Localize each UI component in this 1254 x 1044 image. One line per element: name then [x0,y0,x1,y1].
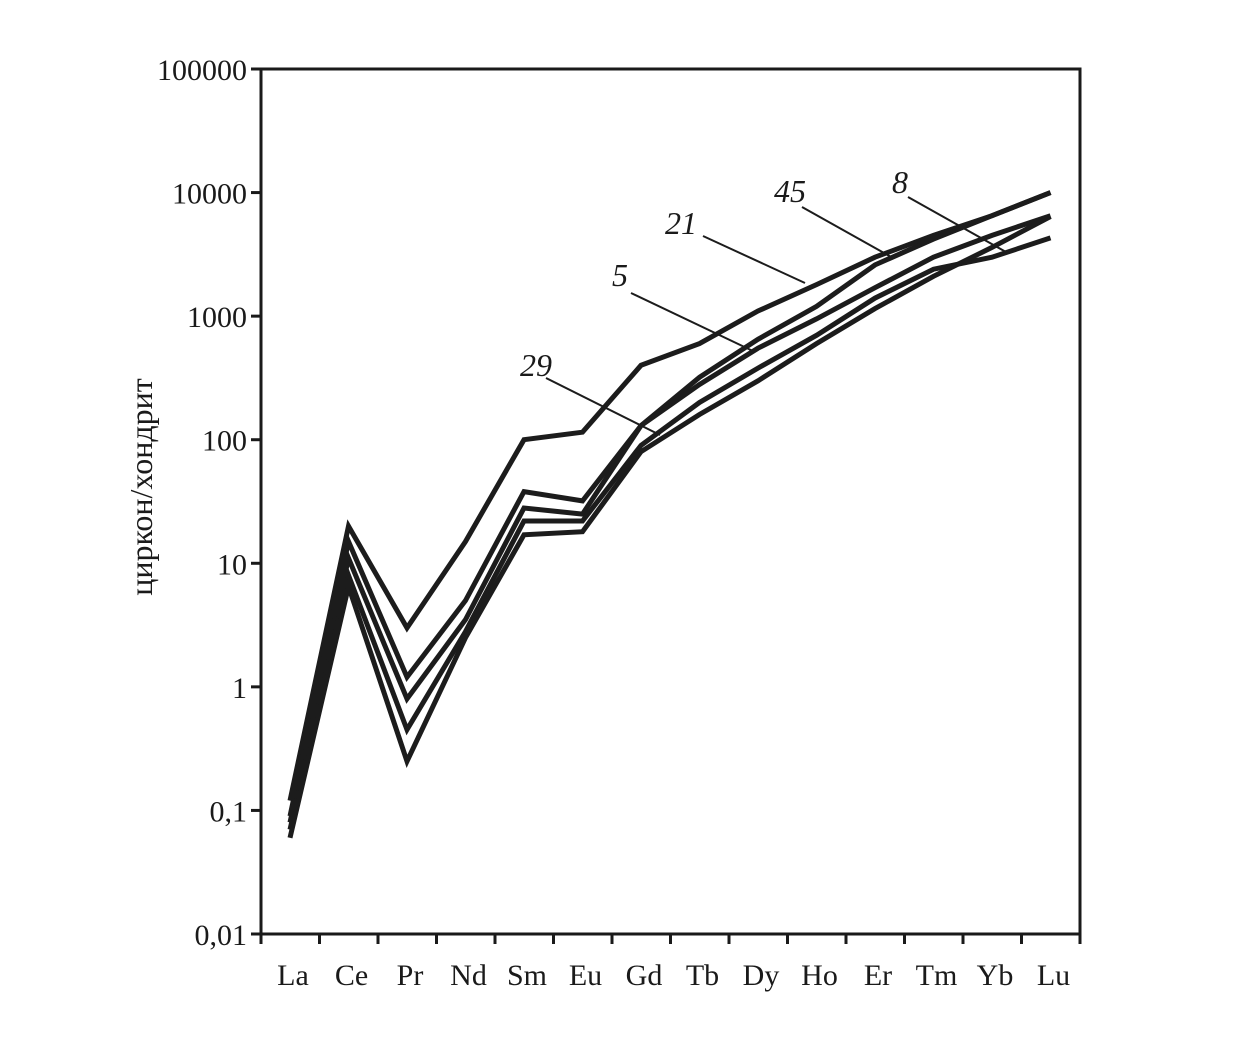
annotation-label-5: 5 [612,257,628,293]
y-tick-label: 100 [202,425,247,458]
x-tick-label: Tb [686,959,719,992]
annotation-leader-45 [801,206,894,259]
y-axis: 0,01 0,1 1 10 100 1000 10000 100000 [157,54,261,952]
y-tick-label: 0,1 [210,795,248,828]
y-tick-label: 1000 [187,301,247,334]
annotation-label-45: 45 [774,173,806,209]
x-tick-label: Tm [916,959,958,992]
x-tick-label: Ce [335,959,368,992]
x-tick-label: Pr [397,959,424,992]
x-tick-label: Eu [569,959,602,992]
y-tick-label: 1 [232,672,247,705]
y-tick-label: 10000 [172,178,247,211]
annotation-label-8: 8 [892,164,908,200]
series-line-45 [287,190,1052,817]
series-line-8 [287,235,1052,831]
annotation-leader-29 [545,377,661,436]
annotation-label-21: 21 [665,205,697,241]
x-tick-label: Lu [1037,959,1070,992]
x-tick-label: Dy [743,959,780,992]
y-axis-label: циркон/хондрит [123,378,159,596]
series-line-29 [287,214,1052,839]
x-tick-label: La [277,959,309,992]
series-layer [287,190,1052,839]
annotation-leader-8 [907,196,1007,253]
annotation-layer: 29 5 21 45 8 [520,164,1007,436]
annotation-leader-21 [702,235,806,284]
y-tick-label: 0,01 [195,919,248,952]
y-tick-label: 10 [217,548,247,581]
x-tick-label: Yb [977,959,1014,992]
x-tick-label: Gd [626,959,663,992]
annotation-leader-5 [630,292,756,353]
x-tick-label: Ho [801,959,838,992]
annotation-label-29: 29 [520,347,552,383]
plot-border [259,67,1082,936]
series-line-21 [287,190,1052,802]
series-line-5 [287,213,1052,823]
x-tick-label: Nd [450,959,487,992]
y-tick-label: 100000 [157,54,247,87]
plot-frame [259,67,1082,936]
x-tick-label: Sm [507,959,547,992]
x-axis: La Ce Pr Nd Sm Eu Gd Tb Dy Ho Er Tm Yb Lu [259,934,1082,992]
x-tick-label: Er [864,959,892,992]
